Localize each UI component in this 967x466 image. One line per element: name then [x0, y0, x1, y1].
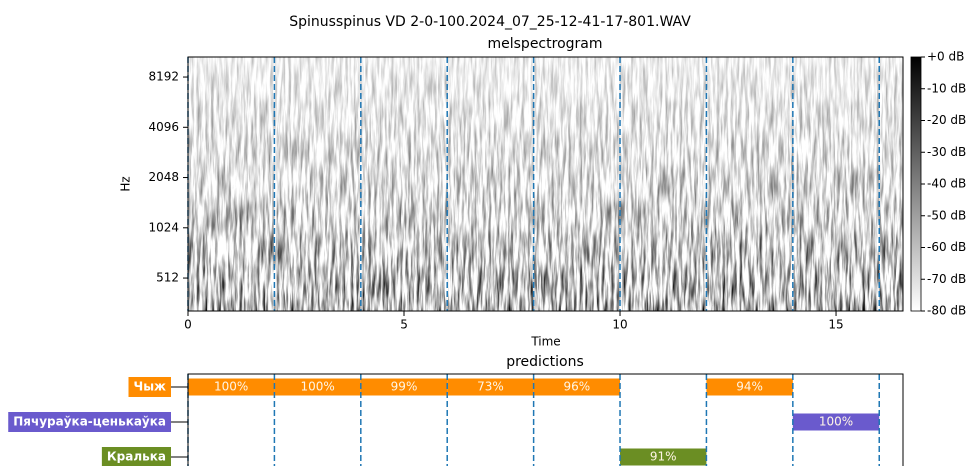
prediction-label: 96%	[563, 380, 590, 394]
y-tick-label: 512	[156, 271, 179, 285]
legend-label: Чыж	[134, 380, 167, 394]
legend-box	[128, 377, 171, 397]
colorbar-tick-label: -80 dB	[927, 304, 966, 318]
legend-box	[8, 412, 171, 432]
colorbar-tick-label: -70 dB	[927, 272, 966, 286]
colorbar-tick-label: -50 dB	[927, 208, 966, 222]
colorbar-tick-label: +0 dB	[927, 50, 964, 64]
y-axis-label: Hz	[119, 176, 133, 191]
y-tick-label: 4096	[148, 120, 179, 134]
predictions-title: predictions	[506, 354, 584, 370]
prediction-label: 73%	[477, 380, 504, 394]
legend-box	[101, 447, 171, 466]
x-tick-label: 0	[184, 318, 192, 332]
prediction-label: 94%	[736, 380, 763, 394]
prediction-label: 91%	[650, 450, 677, 464]
x-axis-label: Time	[530, 335, 560, 349]
colorbar	[910, 56, 922, 312]
legend-label: Кралька	[107, 450, 166, 464]
prediction-bar	[533, 378, 621, 396]
y-tick-label: 2048	[148, 170, 179, 184]
prediction-label: 100%	[214, 380, 248, 394]
prediction-bar	[620, 448, 707, 466]
colorbar-tick-label: -20 dB	[927, 113, 966, 127]
prediction-bar	[792, 413, 880, 431]
prediction-bar	[274, 378, 361, 396]
colorbar-tick-label: -60 dB	[927, 240, 966, 254]
prediction-label: 99%	[391, 380, 418, 394]
prediction-label: 100%	[819, 415, 853, 429]
colorbar-tick-label: -30 dB	[927, 145, 966, 159]
spectrogram-image	[188, 57, 903, 311]
x-tick-label: 10	[612, 318, 627, 332]
x-tick-label: 15	[828, 318, 843, 332]
legend-label: Пячураўка-ценькаўка	[13, 415, 166, 429]
prediction-bar	[188, 378, 275, 396]
figure-title: Spinusspinus VD 2-0-100.2024_07_25-12-41…	[289, 14, 691, 30]
prediction-label: 100%	[300, 380, 334, 394]
prediction-bar	[360, 378, 448, 396]
spectrogram-title: melspectrogram	[488, 36, 603, 52]
plot-frame	[187, 56, 904, 312]
colorbar-tick-label: -40 dB	[927, 177, 966, 191]
y-tick-label: 8192	[148, 70, 179, 84]
y-tick-label: 1024	[148, 220, 179, 234]
prediction-bar	[706, 378, 793, 396]
colorbar-tick-label: -10 dB	[927, 81, 966, 95]
prediction-bar	[447, 378, 534, 396]
x-tick-label: 5	[400, 318, 408, 332]
